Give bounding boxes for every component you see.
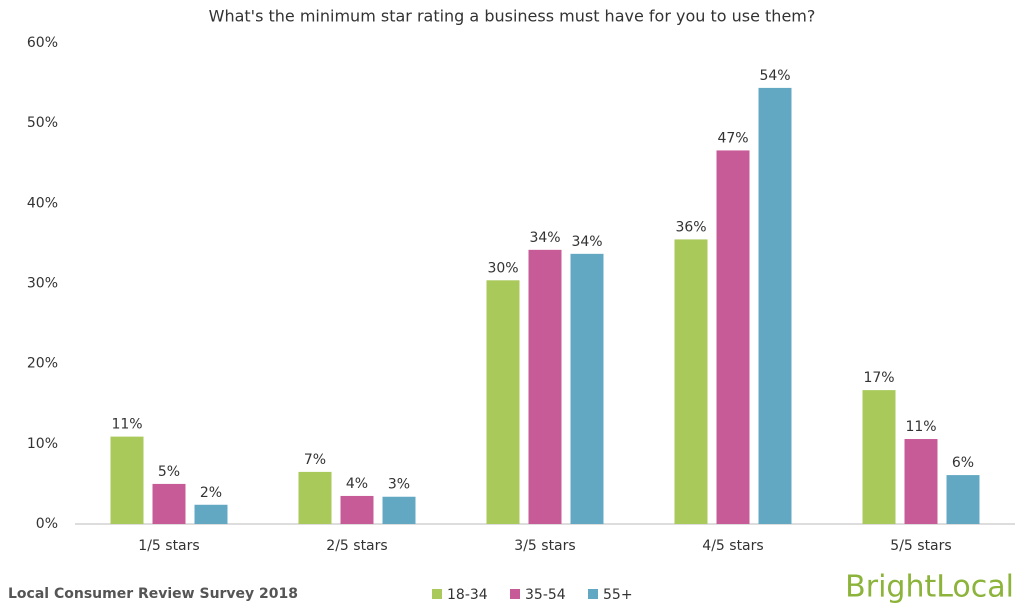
value-label: 3% (388, 477, 410, 493)
x-tick-label: 4/5 stars (702, 538, 763, 554)
value-label: 54% (759, 68, 790, 84)
y-tick-label: 60% (27, 35, 58, 51)
value-label: 47% (717, 130, 748, 146)
bar (194, 504, 228, 524)
x-tick-label: 5/5 stars (890, 538, 951, 554)
value-label: 11% (111, 417, 142, 433)
y-tick-label: 0% (36, 516, 58, 532)
y-tick-label: 40% (27, 195, 58, 211)
legend-swatch (432, 589, 442, 599)
bar (152, 483, 186, 524)
legend-label: 55+ (603, 587, 633, 603)
bar (382, 496, 416, 524)
bar (716, 150, 750, 524)
bar (674, 239, 708, 525)
bar (486, 280, 520, 524)
value-label: 30% (487, 260, 518, 276)
chart-title: What's the minimum star rating a busines… (209, 7, 816, 26)
x-tick-label: 1/5 stars (138, 538, 199, 554)
legend-swatch (510, 589, 520, 599)
value-label: 4% (346, 476, 368, 492)
source: Local Consumer Review Survey 2018 (8, 586, 298, 602)
legend-swatch (588, 589, 598, 599)
value-label: 5% (158, 464, 180, 480)
value-label: 36% (675, 219, 706, 235)
value-label: 34% (529, 230, 560, 246)
bar (758, 87, 792, 524)
value-label: 2% (200, 485, 222, 501)
y-tick-label: 20% (27, 356, 58, 372)
value-label: 6% (952, 455, 974, 471)
bar (904, 439, 938, 524)
brand-logo: BrightLocal (845, 570, 1014, 605)
x-tick-label: 3/5 stars (514, 538, 575, 554)
value-label: 7% (304, 452, 326, 468)
y-tick-label: 10% (27, 436, 58, 452)
bar (862, 390, 896, 524)
x-tick-label: 2/5 stars (326, 538, 387, 554)
bar (528, 249, 562, 524)
y-tick-label: 50% (27, 115, 58, 131)
bar (570, 253, 604, 525)
value-label: 34% (571, 234, 602, 250)
bar (340, 495, 374, 524)
value-label: 11% (905, 419, 936, 435)
legend-label: 35-54 (525, 587, 566, 603)
bar (298, 471, 332, 524)
value-label: 17% (863, 370, 894, 386)
bar (946, 475, 980, 524)
bar (110, 436, 144, 524)
y-tick-label: 30% (27, 276, 58, 292)
legend-label: 18-34 (447, 587, 488, 603)
